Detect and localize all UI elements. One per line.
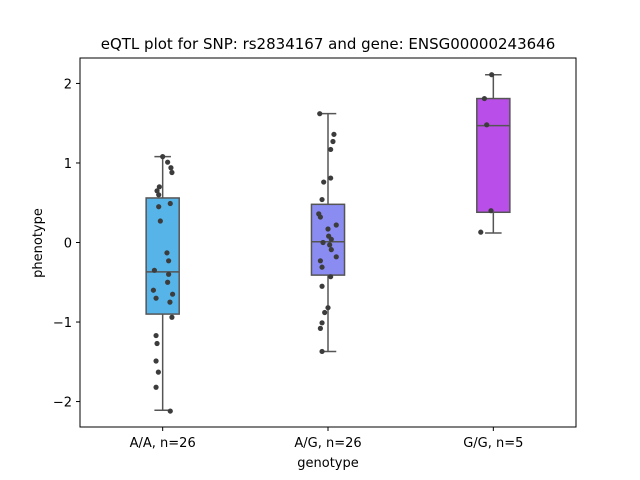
data-point bbox=[153, 358, 159, 364]
data-point bbox=[153, 295, 159, 301]
data-point bbox=[328, 175, 334, 181]
data-point bbox=[333, 222, 339, 228]
y-axis: −2 −1 0 1 2 bbox=[53, 77, 80, 411]
x-axis-label: genotype bbox=[297, 456, 358, 471]
data-point bbox=[156, 192, 162, 198]
y-tick-label: −2 bbox=[53, 396, 72, 411]
data-point bbox=[331, 131, 337, 137]
data-point bbox=[319, 283, 325, 289]
box-iqr bbox=[145, 197, 180, 315]
data-point bbox=[156, 204, 162, 210]
data-point bbox=[325, 226, 331, 232]
data-point bbox=[167, 299, 173, 305]
y-axis-label: phenotype bbox=[31, 208, 46, 278]
data-point bbox=[319, 348, 325, 355]
data-point bbox=[166, 258, 172, 264]
x-tick-label: G/G, n=5 bbox=[463, 436, 523, 451]
data-point bbox=[156, 184, 162, 190]
data-point bbox=[320, 239, 326, 246]
data-point bbox=[327, 242, 333, 248]
box-group bbox=[310, 112, 346, 353]
data-point bbox=[330, 138, 336, 145]
data-point bbox=[328, 236, 334, 242]
data-point bbox=[167, 408, 173, 414]
data-point bbox=[160, 154, 166, 160]
data-point bbox=[322, 309, 328, 316]
data-point bbox=[317, 325, 323, 331]
data-point bbox=[321, 179, 327, 185]
data-point bbox=[150, 287, 157, 293]
box-iqr bbox=[310, 203, 346, 276]
data-point bbox=[489, 72, 495, 78]
data-point bbox=[317, 258, 323, 264]
box-group bbox=[145, 155, 180, 412]
data-point bbox=[169, 291, 176, 297]
data-point bbox=[478, 229, 484, 235]
data-point bbox=[319, 264, 325, 270]
data-point bbox=[317, 111, 323, 117]
data-point bbox=[165, 159, 171, 165]
data-point bbox=[167, 200, 173, 207]
data-point bbox=[319, 320, 325, 326]
x-axis: A/A, n=26 A/G, n=26 G/G, n=5 bbox=[130, 427, 523, 451]
data-point bbox=[169, 314, 175, 320]
data-point bbox=[328, 146, 334, 153]
box-group bbox=[476, 73, 511, 234]
data-point bbox=[484, 122, 490, 128]
chart-title: eQTL plot for SNP: rs2834167 and gene: E… bbox=[101, 35, 556, 53]
data-point bbox=[317, 214, 323, 220]
data-point bbox=[328, 274, 334, 280]
data-point bbox=[155, 369, 161, 375]
data-point bbox=[168, 165, 174, 171]
data-point bbox=[151, 267, 157, 273]
data-point bbox=[328, 247, 334, 253]
data-point bbox=[333, 254, 339, 260]
data-point bbox=[166, 271, 172, 277]
x-tick-label: A/G, n=26 bbox=[294, 436, 361, 451]
data-point bbox=[481, 95, 488, 102]
data-point bbox=[154, 188, 160, 194]
plot-frame bbox=[79, 57, 577, 428]
data-point bbox=[169, 169, 175, 176]
plot-area bbox=[145, 72, 511, 414]
y-tick-label: 2 bbox=[64, 77, 72, 92]
x-tick-label: A/A, n=26 bbox=[130, 436, 196, 451]
y-tick-label: −1 bbox=[53, 316, 72, 331]
data-point bbox=[325, 305, 331, 311]
data-point bbox=[153, 384, 159, 390]
data-point bbox=[153, 332, 159, 339]
box-iqr bbox=[476, 97, 511, 214]
data-point bbox=[164, 250, 170, 256]
data-point bbox=[319, 196, 325, 203]
data-point bbox=[488, 208, 494, 214]
data-point bbox=[165, 279, 171, 285]
y-tick-label: 0 bbox=[64, 237, 72, 252]
y-tick-label: 1 bbox=[64, 157, 72, 172]
data-point bbox=[157, 218, 163, 224]
data-point bbox=[154, 340, 160, 347]
